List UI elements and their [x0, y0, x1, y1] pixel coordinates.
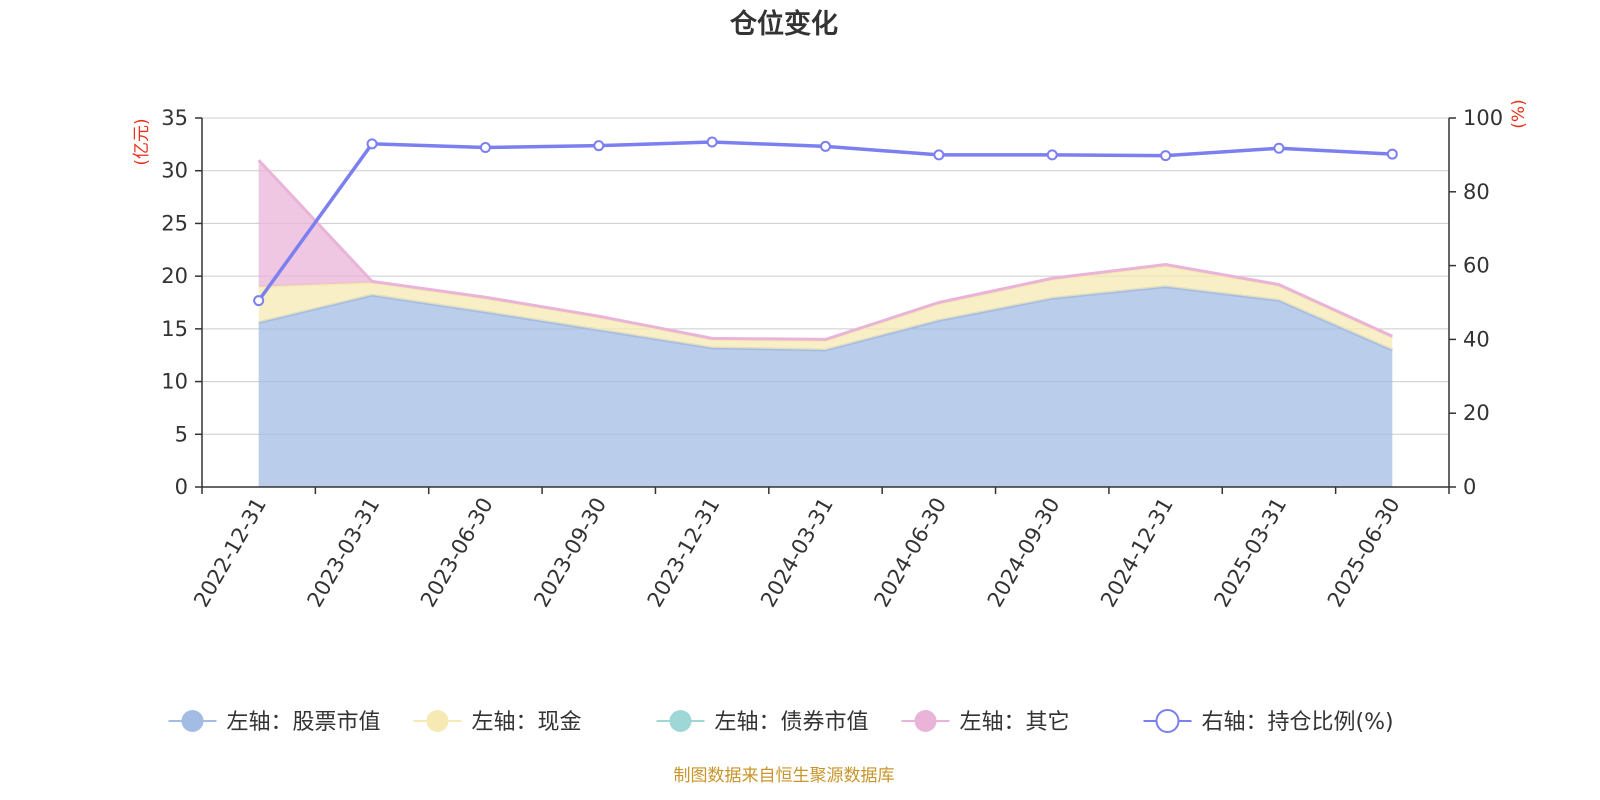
legend-label: 左轴：债券市值: [715, 710, 869, 735]
x-tick-label: 2024-06-30: [869, 494, 951, 612]
stacked-areas: [257, 159, 1393, 487]
legend-item: 左轴：债券市值: [656, 710, 869, 735]
left-tick-label: 5: [175, 422, 188, 446]
legend-swatch-dot: [1155, 709, 1180, 733]
area-edge-0: [258, 285, 1393, 352]
legend-swatch-dot: [426, 710, 449, 732]
position-ratio-line: [253, 136, 1398, 307]
ratio-point: [1160, 150, 1172, 162]
right-axis-unit: (%): [1509, 99, 1529, 128]
ratio-point: [820, 140, 831, 152]
right-tick-label: 20: [1463, 401, 1490, 425]
legend-swatch-dot: [669, 710, 692, 732]
area-series-0: [258, 286, 1393, 487]
area-series-1: [258, 265, 1393, 350]
left-axis-unit: (亿元): [132, 118, 152, 165]
left-tick-label: 30: [161, 159, 188, 183]
x-tick-label: 2025-03-31: [1209, 494, 1291, 612]
left-tick-label: 35: [161, 106, 188, 130]
left-tick-label: 15: [161, 317, 188, 341]
x-tick-label: 2024-09-30: [983, 494, 1065, 612]
right-tick-label: 80: [1463, 180, 1490, 204]
ratio-point: [593, 140, 605, 152]
left-tick-label: 25: [161, 211, 188, 235]
data-source-note: 制图数据来自恒生聚源数据库: [674, 766, 895, 786]
legend-item: 左轴：其它: [901, 710, 1070, 735]
ratio-point: [1046, 149, 1058, 161]
left-tick-label: 20: [161, 264, 188, 288]
legend-label: 左轴：股票市值: [227, 710, 381, 735]
x-tick-label: 2023-12-31: [643, 494, 725, 612]
legend-swatch-dot: [181, 710, 204, 732]
ratio-point: [479, 142, 491, 154]
right-tick-label: 100: [1463, 106, 1503, 130]
x-tick-label: 2023-06-30: [416, 493, 498, 611]
legend: 左轴：股票市值 左轴：现金 左轴：债券市值 左轴：其它 右轴：持仓比例(%): [168, 709, 1394, 735]
right-tick-label: 0: [1463, 475, 1476, 499]
x-tick-label: 2023-03-31: [303, 494, 385, 612]
legend-item: 右轴：持仓比例(%): [1143, 709, 1394, 735]
legend-item: 左轴：股票市值: [168, 710, 381, 735]
legend-label: 左轴：现金: [472, 710, 582, 735]
ratio-point: [253, 295, 265, 307]
x-tick-label: 2023-09-30: [529, 494, 611, 612]
legend-item: 左轴：现金: [413, 710, 582, 735]
legend-label: 左轴：其它: [960, 710, 1070, 735]
x-tick-label: 2024-12-31: [1096, 494, 1178, 612]
right-tick-label: 40: [1463, 327, 1490, 351]
ratio-point: [366, 138, 378, 150]
left-tick-label: 0: [175, 475, 188, 499]
x-tick-label: 2025-06-30: [1323, 494, 1405, 612]
legend-label: 右轴：持仓比例(%): [1202, 710, 1394, 735]
left-tick-label: 10: [161, 370, 188, 394]
ratio-point: [1386, 148, 1398, 160]
ratio-point: [706, 136, 718, 148]
chart-title: 仓位变化: [729, 8, 838, 40]
legend-swatch-dot: [914, 710, 937, 732]
x-tick-label: 2022-12-31: [189, 494, 271, 612]
area-edge-3: [257, 159, 1393, 341]
right-tick-label: 60: [1463, 254, 1490, 278]
ratio-point: [1273, 142, 1285, 154]
ratio-point: [933, 149, 945, 161]
x-tick-label: 2024-03-31: [756, 494, 838, 612]
